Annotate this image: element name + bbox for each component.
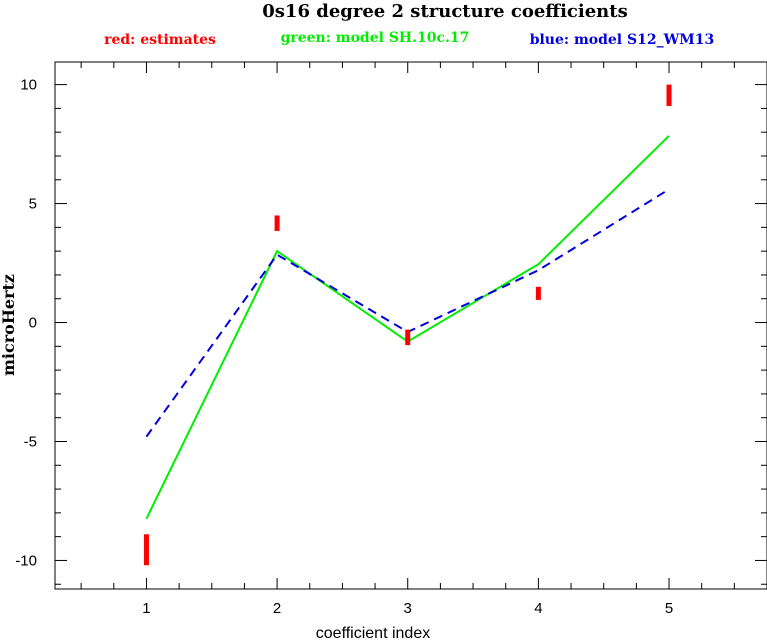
estimates-layer xyxy=(143,84,672,566)
chart-title: 0s16 degree 2 structure coefficients xyxy=(262,1,627,22)
y-axis-label: microHertz xyxy=(0,274,18,376)
y-tick-label: 10 xyxy=(20,77,37,94)
y-tick-label: -5 xyxy=(24,433,37,450)
series-layer xyxy=(145,135,670,520)
x-axis-label: coefficient index xyxy=(316,625,430,641)
legend-model-s12wm13: blue: model S12_WM13 xyxy=(530,32,715,48)
y-tick-label: 0 xyxy=(29,315,37,332)
y-tick-label: -10 xyxy=(15,552,37,569)
x-tick-label: 5 xyxy=(665,600,673,617)
axis-ticks xyxy=(55,62,767,589)
axis-tick-labels: 1 2 3 4 5 -10 -5 0 5 10 xyxy=(15,77,673,617)
plot-frame xyxy=(54,61,767,590)
x-tick-label: 2 xyxy=(273,600,281,617)
x-tick-label: 4 xyxy=(534,600,542,617)
y-tick-label: 5 xyxy=(29,196,37,213)
series-line-s12wm13 xyxy=(145,188,670,438)
x-tick-label: 1 xyxy=(142,600,150,617)
legend-model-sh10c17: green: model SH.10c.17 xyxy=(281,30,470,46)
x-tick-label: 3 xyxy=(404,600,412,617)
series-line-sh10c17 xyxy=(145,135,670,520)
legend-estimates: red: estimates xyxy=(104,32,216,48)
